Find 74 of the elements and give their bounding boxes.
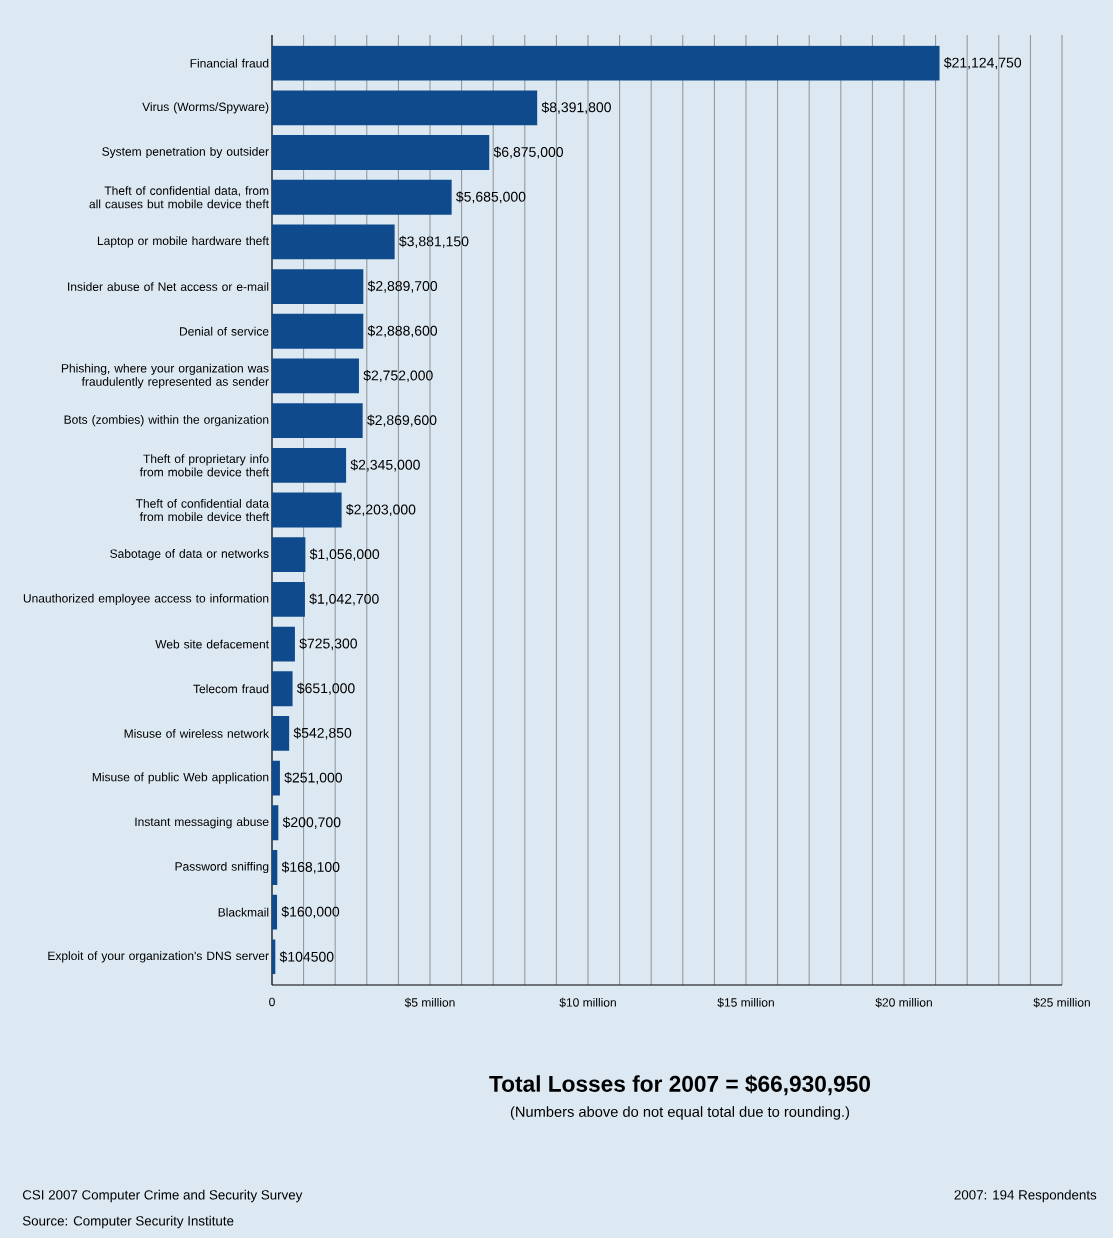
y-tick-label: Unauthorized employee access to information xyxy=(23,593,269,605)
data-label: $3,881,150 xyxy=(399,235,469,248)
data-label: $8,391,800 xyxy=(541,101,611,114)
bar xyxy=(272,45,940,81)
bar xyxy=(272,850,278,885)
bar xyxy=(272,269,364,304)
x-tick-label: $25 million xyxy=(1033,997,1090,1008)
bar xyxy=(272,537,306,573)
data-label: $251,000 xyxy=(284,772,343,785)
data-label: $21,124,750 xyxy=(943,57,1022,70)
y-tick-label: Phishing, where your organization was fraudulently represented as sender xyxy=(61,363,269,389)
data-label: $5,685,000 xyxy=(456,191,526,204)
text: (Numbers above do not equal total due to rounding.) xyxy=(510,1106,850,1120)
bar xyxy=(272,626,295,662)
y-tick-label: Blackmail xyxy=(218,907,269,917)
data-label: $6,875,000 xyxy=(493,146,564,159)
x-tick-label: $10 million xyxy=(559,997,616,1008)
y-tick-label: Instant messaging abuse xyxy=(135,817,269,829)
y-tick-label: Laptop or mobile hardware theft xyxy=(97,236,269,248)
bar xyxy=(272,90,538,126)
bar xyxy=(272,760,280,796)
bar xyxy=(272,805,279,841)
y-tick-label: Telecom fraud xyxy=(193,684,269,694)
bar xyxy=(272,581,305,617)
y-tick-label: Bots (zombies) within the organization xyxy=(64,415,269,427)
text: CSI 2007 Computer Crime and Security Survey xyxy=(22,1189,303,1203)
bar xyxy=(272,447,347,483)
x-tick-label: 0 xyxy=(269,997,275,1007)
y-tick-label: Web site defacement xyxy=(155,639,269,649)
y-tick-label: Denial of service xyxy=(180,326,269,336)
y-tick-label: Virus (Worms/Spyware) xyxy=(142,102,269,114)
y-tick-label: Theft of confidential data from mobile device theft xyxy=(135,498,270,522)
bar xyxy=(272,358,359,394)
source-note: Source: Computer Security Institute xyxy=(22,1215,234,1229)
y-tick-label: Theft of confidential data, from all causes but mobile device theft xyxy=(89,186,269,209)
y-tick-label: Sabotage of data or networks xyxy=(110,549,269,561)
data-label: $168,100 xyxy=(281,861,340,874)
bar xyxy=(272,313,364,349)
y-tick-label: Insider abuse of Net access or e-mail xyxy=(68,282,269,291)
bar xyxy=(272,716,290,751)
data-label: $651,000 xyxy=(296,682,355,695)
data-label: $2,888,600 xyxy=(367,325,438,338)
text: 2007: 194 Respondents xyxy=(954,1189,1097,1203)
data-label: $104500 xyxy=(279,951,334,963)
data-label: $2,752,000 xyxy=(363,369,433,383)
data-label: $2,203,000 xyxy=(346,503,416,517)
text: Total Losses for 2007 = $66,930,950 xyxy=(489,1074,870,1096)
bar xyxy=(272,492,342,528)
y-tick-label: System penetration by outsider xyxy=(102,146,269,159)
data-label: $725,300 xyxy=(299,637,358,651)
bar xyxy=(272,224,395,260)
bar xyxy=(272,939,276,975)
x-tick-label: $5 million xyxy=(404,997,455,1008)
data-label: $2,889,700 xyxy=(367,280,438,293)
data-label: $2,869,600 xyxy=(367,414,437,427)
bar xyxy=(272,179,452,215)
data-label: $542,850 xyxy=(293,727,352,740)
y-tick-label: Financial fraud xyxy=(190,58,269,68)
y-tick-label: Theft of proprietary info from mobile device theft xyxy=(139,454,269,477)
bar xyxy=(272,894,278,930)
bar xyxy=(272,403,363,439)
data-label: $2,345,000 xyxy=(350,459,420,472)
y-tick-label: Misuse of wireless network xyxy=(124,729,270,738)
data-label: $1,056,000 xyxy=(309,548,380,561)
data-label: $160,000 xyxy=(281,906,340,919)
bar xyxy=(272,135,490,170)
bar xyxy=(272,671,293,707)
data-label: $1,042,700 xyxy=(309,593,379,606)
y-tick-label: Password sniffing xyxy=(175,861,269,874)
y-tick-label: Misuse of public Web application xyxy=(92,772,269,784)
y-tick-label: Exploit of your organization's DNS server xyxy=(48,951,269,963)
data-label: $200,700 xyxy=(282,816,341,829)
x-tick-label: $20 million xyxy=(875,997,932,1008)
x-tick-label: $15 million xyxy=(717,997,774,1008)
